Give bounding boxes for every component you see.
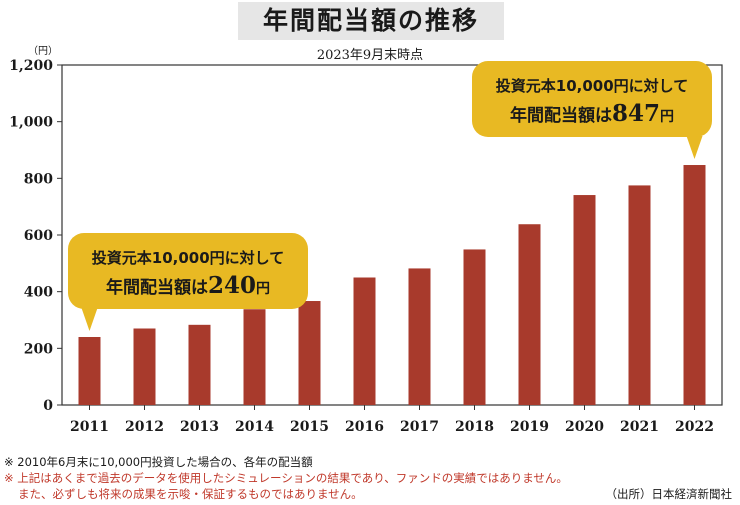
callout-pointer: [81, 308, 98, 331]
chart-subtitle: 2023年9月末時点: [316, 48, 424, 63]
bar-2015: [298, 301, 321, 405]
x-tick-label: 2018: [455, 419, 494, 435]
chart-title: 年間配当額の推移: [238, 2, 504, 40]
y-tick-label: 400: [24, 285, 53, 301]
y-tick-label: 600: [24, 228, 53, 244]
x-tick-label: 2017: [400, 419, 439, 435]
bar-2020: [573, 195, 596, 405]
x-tick-label: 2022: [675, 419, 714, 435]
bar-2021: [628, 185, 651, 405]
callout-line-2: 年間配当額は847円: [510, 100, 674, 127]
y-tick-label: 1,200: [9, 58, 53, 74]
footnote-3: また、必ずしも将来の成果を示唆・保証するものではありません。: [18, 487, 363, 501]
bar-2013: [188, 324, 211, 405]
bar-2019: [518, 224, 541, 405]
y-tick-label: 800: [24, 171, 53, 187]
x-tick-label: 2011: [70, 419, 109, 435]
bar-2017: [408, 268, 431, 405]
y-axis-unit-label: （円）: [28, 46, 58, 57]
bar-2011: [78, 337, 101, 405]
x-tick-label: 2021: [620, 419, 659, 435]
bar-chart: 0 200 400 600 800 1,000 1,200 2011 2012 2013 2014 2…: [9, 58, 723, 435]
x-tick-label: 2014: [235, 419, 274, 435]
callout-box: [68, 233, 308, 309]
x-tick-label: 2012: [125, 419, 164, 435]
footnotes: ※ 2010年6月末に10,000円投資した場合の、各年の配当額 ※ 上記はあく…: [4, 454, 740, 502]
x-tick-label: 2016: [345, 419, 384, 435]
bar-2012: [133, 328, 156, 405]
x-tick-label: 2015: [290, 419, 329, 435]
source-note: （出所）日本経済新聞社: [605, 487, 733, 501]
bar-2018: [463, 249, 486, 405]
callout-line-1: 投資元本10,000円に対して: [496, 77, 688, 95]
callout-pointer: [686, 136, 703, 160]
x-tick-label: 2019: [510, 419, 549, 435]
y-tick-label: 200: [24, 341, 53, 357]
bar-2014: [243, 309, 266, 405]
x-tick-label: 2020: [565, 419, 604, 435]
bar-2016: [353, 277, 376, 405]
bar-2022: [683, 165, 706, 405]
callout-box: [472, 61, 712, 138]
y-tick-label: 0: [43, 398, 53, 414]
callout-line-1: 投資元本10,000円に対して: [92, 249, 284, 267]
footnote-1: ※ 2010年6月末に10,000円投資した場合の、各年の配当額: [4, 455, 313, 469]
y-tick-label: 1,000: [9, 115, 53, 131]
x-tick-label: 2013: [180, 419, 219, 435]
footnote-2: ※ 上記はあくまで過去のデータを使用したシミュレーションの結果であり、ファンドの…: [4, 471, 568, 485]
callout-line-2: 年間配当額は240円: [106, 272, 270, 299]
